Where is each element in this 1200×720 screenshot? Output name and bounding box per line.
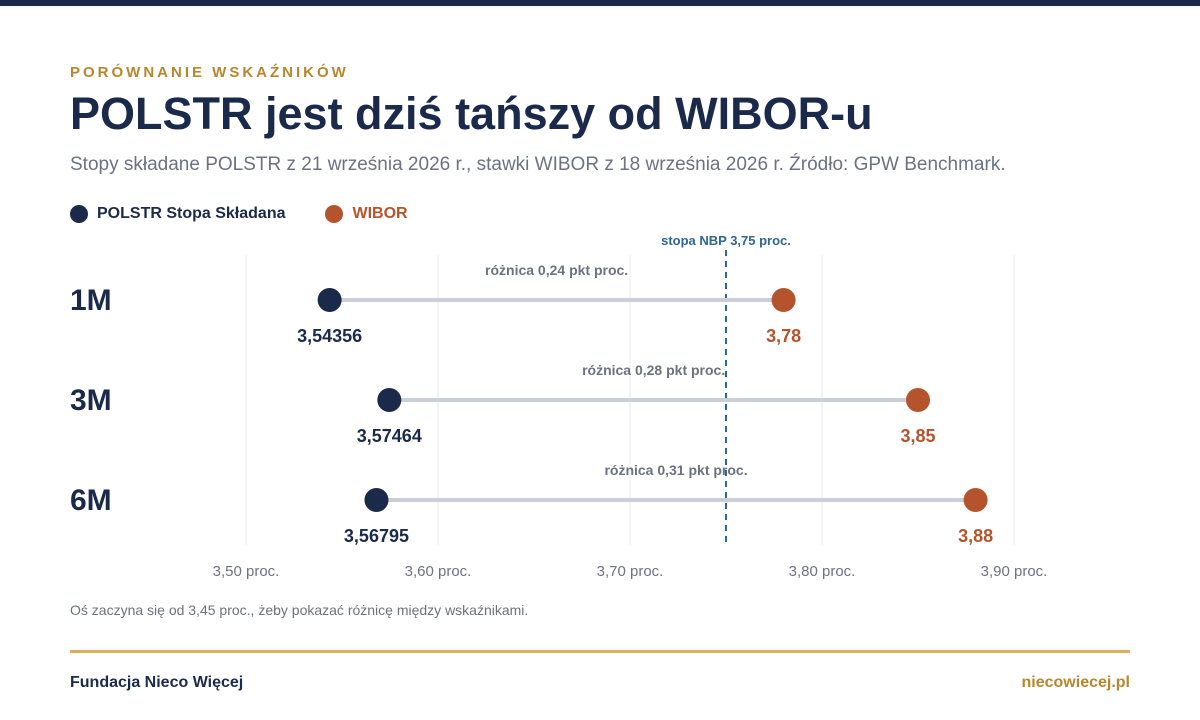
eyebrow-label: PORÓWNANIE WSKAŹNIKÓW [70, 64, 349, 81]
x-tick-label-4: 3,90 proc. [981, 563, 1048, 580]
category-label-1M: 1M [70, 284, 112, 317]
x-tick-label-1: 3,60 proc. [405, 563, 472, 580]
value-label-polstr-6M: 3,56795 [344, 526, 409, 546]
category-label-6M: 6M [70, 484, 112, 517]
footer-organization: Fundacja Nieco Więcej [70, 674, 244, 691]
reference-line-label: stopa NBP 3,75 proc. [661, 233, 791, 248]
point-polstr-6M [364, 488, 389, 512]
x-tick-label-0: 3,50 proc. [213, 563, 280, 580]
gap-label-3M: różnica 0,28 pkt proc. [582, 362, 725, 378]
x-tick-label-2: 3,70 proc. [597, 563, 664, 580]
value-label-wibor-6M: 3,88 [958, 526, 993, 546]
footer-website: niecowiecej.pl [1021, 674, 1130, 691]
value-label-polstr-3M: 3,57464 [357, 426, 422, 446]
legend-label-wibor: WIBOR [352, 205, 408, 222]
category-label-3M: 3M [70, 384, 112, 417]
point-wibor-3M [906, 388, 930, 412]
legend-item-wibor: WIBOR [325, 205, 408, 223]
legend-swatch-polstr [70, 205, 88, 223]
point-wibor-1M [771, 288, 796, 312]
value-label-wibor-1M: 3,78 [766, 326, 801, 346]
chart-title: POLSTR jest dziś tańszy od WIBOR-u [70, 88, 873, 139]
point-polstr-1M [317, 288, 342, 312]
footer-divider [70, 650, 1130, 653]
legend-label-polstr: POLSTR Stopa Składana [97, 205, 286, 222]
value-label-polstr-1M: 3,54356 [297, 326, 362, 346]
gap-label-6M: różnica 0,31 pkt proc. [604, 462, 747, 478]
top-accent-bar [0, 0, 1200, 6]
gap-label-1M: różnica 0,24 pkt proc. [485, 262, 628, 278]
legend-item-polstr: POLSTR Stopa Składana [70, 205, 285, 223]
point-wibor-6M [963, 488, 988, 512]
legend-swatch-wibor [325, 205, 344, 223]
dumbbell-chart: 3,50 proc. 3,60 proc. 3,70 proc. 3,80 proc.… [70, 233, 1048, 580]
legend: POLSTR Stopa Składana WIBOR [70, 203, 448, 225]
x-tick-label-3: 3,80 proc. [789, 563, 856, 580]
point-polstr-3M [377, 388, 402, 412]
axis-note: Oś zaczyna się od 3,45 proc., żeby pokaz… [70, 602, 529, 618]
chart-subtitle: Stopy składane POLSTR z 21 września 2026… [70, 154, 1006, 175]
value-label-wibor-3M: 3,85 [900, 426, 935, 446]
